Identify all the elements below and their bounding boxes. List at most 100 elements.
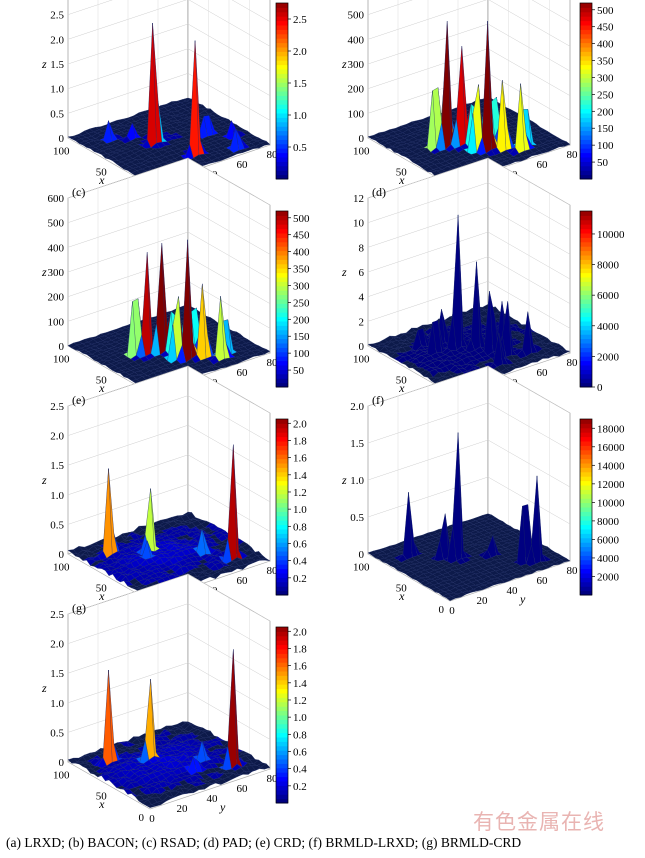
colorbar-segment (276, 715, 288, 720)
z-tick-label: 500 (48, 218, 65, 230)
colorbar-tick-label: 50 (293, 365, 305, 377)
colorbar-segment (276, 139, 288, 145)
colorbar-segment (276, 520, 288, 526)
colorbar-segment (276, 568, 288, 574)
z-axis-label: z (341, 57, 347, 71)
x-axis-label: x (398, 381, 405, 395)
colorbar-segment (276, 551, 288, 556)
colorbar-segment (276, 228, 288, 234)
colorbar-tick-label: 10000 (597, 497, 625, 509)
colorbar-tick-label: 200 (293, 314, 310, 326)
y-axis-label: y (219, 800, 226, 814)
colorbar-segment (580, 537, 592, 543)
colorbar-segment (580, 581, 592, 587)
colorbar-segment (580, 520, 592, 526)
colorbar-segment (580, 91, 592, 96)
colorbar-segment (276, 250, 288, 256)
colorbar-segment (276, 794, 288, 800)
colorbar-segment (580, 347, 592, 353)
z-tick-label: 2.5 (50, 609, 64, 621)
colorbar-segment (276, 679, 288, 685)
colorbar-tick-label: 18000 (597, 423, 625, 435)
colorbar-segment (580, 42, 592, 48)
colorbar-segment (276, 542, 288, 548)
colorbar-segment (276, 285, 288, 291)
colorbar-segment (580, 551, 592, 556)
colorbar-tick-label: 0.4 (293, 556, 307, 568)
colorbar-tick-label: 300 (293, 280, 310, 292)
colorbar-segment (276, 378, 288, 384)
surface (67, 23, 271, 186)
colorbar-segment (276, 644, 288, 650)
colorbar-segment (580, 69, 592, 74)
colorbar-segment (276, 126, 288, 132)
colorbar-frame (275, 418, 289, 596)
colorbar: 0.2 0.4 0.6 0.8 1.0 1.2 1.4 1.6 1.8 2.0 (275, 418, 307, 596)
z-gridline (67, 23, 271, 72)
colorbar-segment (580, 82, 592, 88)
colorbar-segment (276, 130, 288, 136)
z-tick-label: 2.5 (50, 401, 64, 413)
colorbar-segment (276, 356, 288, 362)
colorbar-segment (580, 573, 592, 578)
colorbar-segment (276, 38, 288, 44)
colorbar-tick-label: 0.6 (293, 538, 307, 550)
colorbar-segment (276, 281, 288, 287)
z-tick-label: 100 (348, 108, 365, 120)
colorbar-segment (580, 449, 592, 455)
z-tick-label: 200 (48, 292, 65, 304)
z-axis-label: z (41, 681, 47, 695)
colorbar-segment (276, 365, 288, 370)
colorbar-segment (276, 789, 288, 795)
colorbar-tick-label: 2.5 (293, 14, 307, 26)
y-tick-label: 40 (507, 585, 519, 597)
colorbar-segment (580, 542, 592, 548)
x-tick-label: 0 (439, 604, 445, 616)
colorbar-segment (276, 95, 288, 101)
colorbar-segment (580, 343, 592, 348)
colorbar-segment (276, 7, 288, 13)
colorbar-segment (580, 108, 592, 114)
colorbar-tick-label: 1.5 (293, 78, 307, 90)
colorbar-segment (276, 174, 288, 180)
colorbar-segment (580, 104, 592, 110)
z-tick-label: 6 (359, 267, 365, 279)
colorbar-segment (580, 272, 592, 278)
colorbar-segment (276, 671, 288, 676)
colorbar-segment (580, 47, 592, 52)
z-gridline (67, 365, 271, 414)
x-axis-label: x (98, 381, 105, 395)
colorbar-segment (580, 255, 592, 260)
z-axis-label: z (41, 57, 47, 71)
colorbar-segment (580, 219, 592, 225)
figure-caption: (a) LRXD; (b) BACON; (c) RSAD; (d) PAD; … (6, 835, 522, 850)
colorbar-segment (276, 564, 288, 570)
z-tick-label: 100 (48, 316, 65, 328)
colorbar-tick-label: 2.0 (293, 626, 307, 638)
colorbar-segment (580, 489, 592, 495)
x-tick-label: 100 (53, 769, 70, 781)
colorbar-segment (276, 750, 288, 756)
colorbar-segment (580, 241, 592, 247)
z-tick-label: 2.0 (350, 401, 364, 413)
colorbar-segment (580, 148, 592, 154)
colorbar-segment (276, 16, 288, 22)
x-axis-label: x (398, 173, 405, 187)
colorbar-segment (276, 369, 288, 375)
colorbar-segment (276, 343, 288, 348)
colorbar-segment (580, 432, 592, 438)
colorbar-segment (276, 590, 288, 596)
colorbar-segment (580, 485, 592, 490)
x-axis-label: x (98, 173, 105, 187)
colorbar-segment (276, 165, 288, 171)
y-tick-label: 80 (267, 149, 279, 161)
colorbar-frame (579, 418, 593, 596)
z-tick-label: 2.0 (50, 34, 64, 46)
colorbar-segment (580, 373, 592, 379)
colorbar-segment (580, 351, 592, 357)
z-tick-label: 0 (59, 549, 65, 561)
z-tick-label: 1.0 (50, 698, 64, 710)
colorbar-segment (276, 710, 288, 716)
colorbar-segment (276, 559, 288, 565)
colorbar-segment (276, 47, 288, 52)
